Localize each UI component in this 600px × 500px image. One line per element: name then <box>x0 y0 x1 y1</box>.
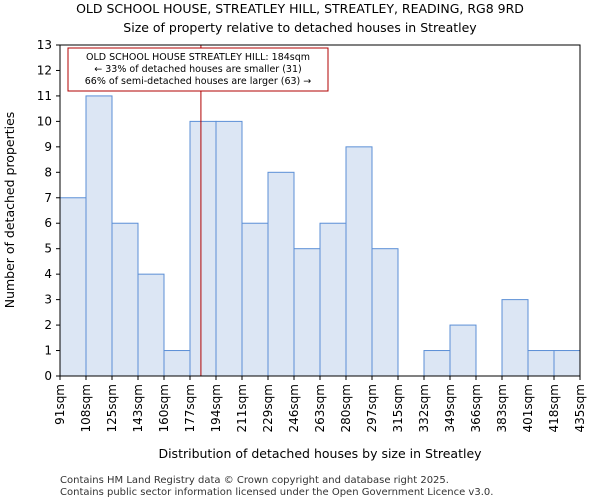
bar-349sqm <box>449 324 477 377</box>
y-tick-label: 12 <box>37 63 52 77</box>
x-axis-ticks: 91sqm 108sqm 125sqm 143sqm 160sqm 177sqm 194sq… <box>53 376 587 432</box>
y-tick-label: 4 <box>44 267 52 281</box>
annotation-box: OLD SCHOOL HOUSE STREATLEY HILL: 184sqm … <box>67 47 329 92</box>
y-tick-label: 8 <box>44 165 52 179</box>
x-tick-label: 143sqm <box>131 384 145 432</box>
bar-143sqm <box>137 273 165 377</box>
plot-frame <box>59 44 581 377</box>
y-tick-label: 6 <box>44 216 52 230</box>
y-tick-label: 11 <box>37 89 52 103</box>
bar-280sqm <box>345 146 373 377</box>
x-tick-label: 435sqm <box>573 384 587 432</box>
x-tick-label: 263sqm <box>313 384 327 432</box>
annotation-frame <box>67 47 329 92</box>
x-tick-label: 246sqm <box>287 384 301 432</box>
x-tick-label: 349sqm <box>443 384 457 432</box>
x-tick-label: 401sqm <box>521 384 535 432</box>
x-tick-label: 418sqm <box>547 384 561 432</box>
bar-177sqm <box>189 120 217 377</box>
bar-229sqm <box>267 171 295 377</box>
bar-332sqm <box>423 350 451 377</box>
x-tick-label: 315sqm <box>391 384 405 432</box>
x-tick-label: 91sqm <box>53 384 67 425</box>
x-tick-label: 211sqm <box>235 384 249 432</box>
annotation-line-3: 66% of semi-detached houses are larger (… <box>85 76 312 87</box>
x-tick-label: 332sqm <box>417 384 431 432</box>
bar-108sqm <box>85 95 113 377</box>
annotation-line-1: OLD SCHOOL HOUSE STREATLEY HILL: 184sqm <box>86 52 310 63</box>
x-tick-label: 229sqm <box>261 384 275 432</box>
x-tick-label: 194sqm <box>209 384 223 432</box>
bar-211sqm <box>241 222 269 377</box>
annotation-line-2: ← 33% of detached houses are smaller (31… <box>94 64 301 75</box>
y-tick-label: 7 <box>44 191 52 205</box>
bar-160sqm <box>163 350 191 377</box>
bars <box>59 95 581 377</box>
y-tick-label: 1 <box>44 344 52 358</box>
x-axis-label: Distribution of detached houses by size … <box>158 446 482 461</box>
x-tick-label: 160sqm <box>157 384 171 432</box>
bar-91sqm <box>59 197 87 377</box>
footer-line-1: Contains HM Land Registry data © Crown c… <box>60 475 449 486</box>
chart-subtitle: Size of property relative to detached ho… <box>123 20 477 35</box>
y-tick-label: 13 <box>37 38 52 52</box>
x-tick-label: 125sqm <box>105 384 119 432</box>
y-tick-label: 2 <box>44 318 52 332</box>
x-tick-label: 366sqm <box>469 384 483 432</box>
x-tick-label: 108sqm <box>79 384 93 432</box>
footer-line-2: Contains public sector information licen… <box>60 487 493 498</box>
x-tick-label: 297sqm <box>365 384 379 432</box>
bar-418sqm <box>553 350 581 377</box>
bar-125sqm <box>111 222 139 377</box>
y-tick-label: 3 <box>44 293 52 307</box>
y-tick-label: 5 <box>44 242 52 256</box>
chart-title: OLD SCHOOL HOUSE, STREATLEY HILL, STREAT… <box>76 1 524 16</box>
y-tick-label: 10 <box>37 114 52 128</box>
x-tick-label: 177sqm <box>183 384 197 432</box>
bar-246sqm <box>293 248 321 377</box>
bar-263sqm <box>319 222 347 377</box>
bar-297sqm <box>371 248 399 377</box>
x-tick-label: 280sqm <box>339 384 353 432</box>
y-tick-label: 0 <box>44 369 52 383</box>
bar-194sqm <box>215 120 243 377</box>
y-axis-label: Number of detached properties <box>2 112 17 309</box>
x-tick-label: 383sqm <box>495 384 509 432</box>
y-tick-label: 9 <box>44 140 52 154</box>
bar-383sqm <box>501 299 529 377</box>
bar-401sqm <box>527 350 555 377</box>
